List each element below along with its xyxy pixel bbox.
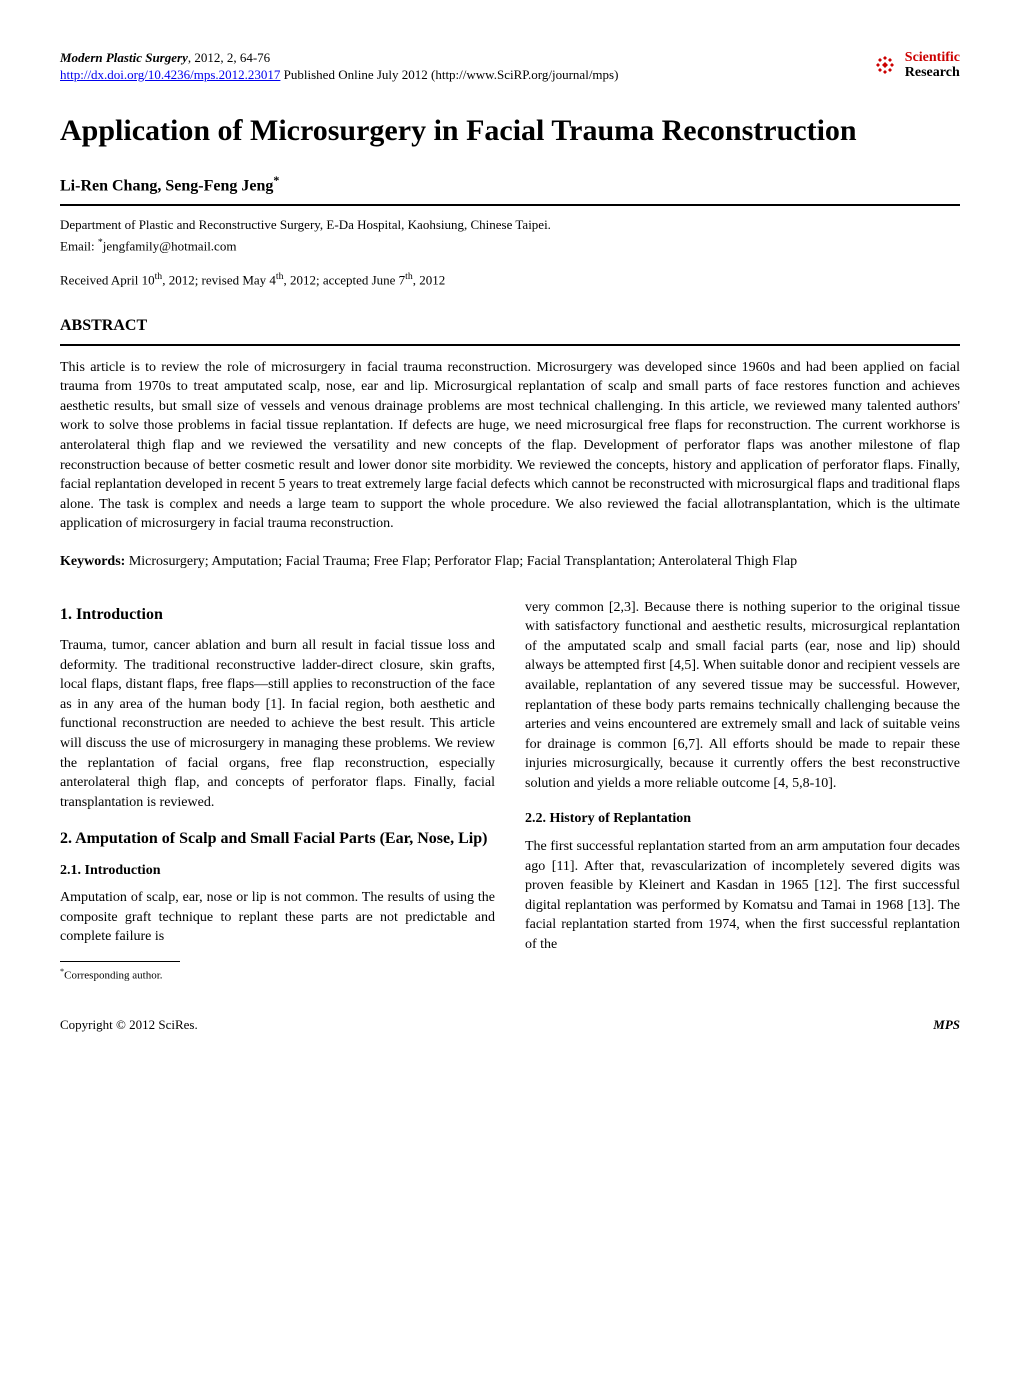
footnote-text: Corresponding author. [64,970,162,982]
journal-citation: Modern Plastic Surgery, 2012, 2, 64-76 [60,50,618,67]
body-columns: 1. Introduction Trauma, tumor, cancer ab… [60,598,960,985]
affiliation: Department of Plastic and Reconstructive… [60,216,960,234]
publisher-logo-text: Scientific Research [905,50,960,81]
email-line: Email: *jengfamily@hotmail.com [60,236,960,256]
header-citation: Modern Plastic Surgery, 2012, 2, 64-76 h… [60,50,618,84]
section-2-1-para: Amputation of scalp, ear, nose or lip is… [60,888,495,947]
section-1-para: Trauma, tumor, cancer ablation and burn … [60,636,495,812]
email-label: Email: [60,239,98,254]
right-top-para: very common [2,3]. Because there is noth… [525,598,960,794]
footnote-rule [60,961,180,962]
publisher-logo-icon [871,51,899,79]
keywords-text: Microsurgery; Amputation; Facial Trauma;… [125,554,797,569]
keywords-line: Keywords: Microsurgery; Amputation; Faci… [60,552,960,572]
footer-copyright: Copyright © 2012 SciRes. [60,1016,198,1034]
footnote: *Corresponding author. [60,966,495,984]
section-1-heading: 1. Introduction [60,604,495,626]
page-header: Modern Plastic Surgery, 2012, 2, 64-76 h… [60,50,960,84]
section-2-2-heading: 2.2. History of Replantation [525,809,960,829]
authors-line: Li-Ren Chang, Seng-Feng Jeng* [60,172,960,206]
publisher-name-bottom: Research [905,65,960,80]
email-address: jengfamily@hotmail.com [103,239,237,254]
pub-info: Published Online July 2012 (http://www.S… [280,67,618,82]
keywords-label: Keywords: [60,554,125,569]
right-column: very common [2,3]. Because there is noth… [525,598,960,985]
publisher-logo: Scientific Research [871,50,960,81]
section-2-1-heading: 2.1. Introduction [60,861,495,881]
doi-link[interactable]: http://dx.doi.org/10.4236/mps.2012.23017 [60,67,280,82]
abstract-text: This article is to review the role of mi… [60,358,960,534]
left-column: 1. Introduction Trauma, tumor, cancer ab… [60,598,495,985]
publisher-name-top: Scientific [905,50,960,65]
section-2-2-para: The first successful replantation starte… [525,837,960,955]
authors-names: Li-Ren Chang, Seng-Feng Jeng [60,178,273,195]
section-2-heading: 2. Amputation of Scalp and Small Facial … [60,828,495,850]
page-footer: Copyright © 2012 SciRes. MPS [60,1016,960,1034]
received-dates: Received April 10th, 2012; revised May 4… [60,270,960,290]
abstract-heading: ABSTRACT [60,315,960,345]
doi-line: http://dx.doi.org/10.4236/mps.2012.23017… [60,67,618,84]
article-title: Application of Microsurgery in Facial Tr… [60,114,960,149]
corresponding-marker: * [273,173,279,187]
footer-journal-abbrev: MPS [933,1016,960,1034]
